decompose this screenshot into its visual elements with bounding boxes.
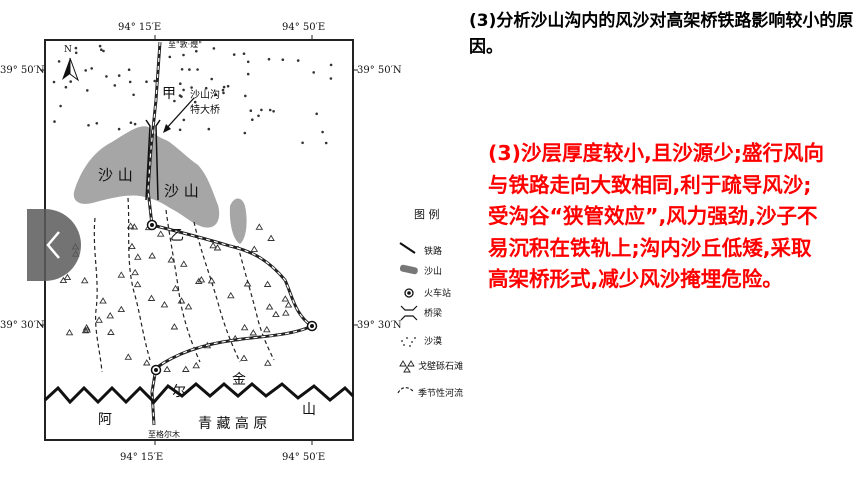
lon-label-bottom-right: 94° 50′E [282,452,325,463]
lon-label-bottom-left: 94° 15′E [120,452,163,463]
legend-desert-icon [401,337,416,347]
north-label: N [64,45,72,55]
mountain-label-er: 尔 [172,384,186,400]
legend-item-bridge: 桥梁 [424,307,442,319]
legend-item-railway: 铁路 [424,245,442,257]
chevron-left-icon [46,231,60,259]
legend-railway-icon [399,242,416,254]
answer-text: (3)沙层厚度较小,且沙源少;盛行风向与铁路走向大致相同,利于疏导风沙;受沟谷“… [488,141,824,291]
legend-title: 图 例 [414,207,440,221]
legend-gobi-icon [399,360,415,373]
mountain-label-a: 阿 [98,412,112,428]
legend-bridge-icon [400,305,418,321]
railway-to-golmud-label: 至格尔木 [148,429,180,439]
railway-to-dunhuang-label: 至"敦·煌" [168,39,202,49]
legend-item-seasonal-river: 季节性河流 [418,387,463,399]
seasonal-rivers [93,197,275,373]
lat-label-bottom-right: 39° 30′N [357,320,402,331]
legend-item-gobi: 戈壁砾石滩 [418,360,463,372]
jia-label: 甲 [162,86,176,102]
legend-station-icon [404,288,414,298]
lat-label-top-right: 39° 50′N [357,65,402,76]
legend-item-sand-mountain: 沙山 [424,266,442,277]
bridge-callout-line1: 沙山沟 [190,88,220,101]
lon-label-top-left: 94° 15′E [118,22,161,33]
map-figure: 94° 15′E 94° 50′E 94° 15′E 94° 50′E 39° … [0,22,463,463]
train-station-icon [146,219,318,376]
plateau-label: 青 藏 高 原 [198,415,267,432]
legend-seasonal-river-icon [397,387,415,394]
question-text: (3)分析沙山沟内的风沙对高架桥铁路影响较小的原因。 [469,11,854,57]
sand-mountain-label-1: 沙 山 [98,166,133,184]
altun-mountain-range [43,382,355,405]
legend: 图 例 铁路 沙山 火车站 桥梁 沙漠 戈壁砾石滩 季节性河流 [397,207,463,399]
legend-sand-mountain-icon [399,264,418,275]
lat-label-top-left: 39° 50′N [0,65,45,76]
mountain-label-jin: 金 [232,372,246,388]
yi-label: 乙 [170,228,184,244]
lat-label-bottom-left: 39° 30′N [0,320,45,331]
desert-dots [52,44,333,145]
legend-item-station: 火车站 [424,287,451,299]
sand-mountain-small [229,198,247,244]
bridge-symbol [145,119,161,201]
lon-label-top-right: 94° 50′E [282,22,325,33]
north-arrow-icon: N [62,45,80,82]
bridge-callout-line2: 特大桥 [190,103,220,116]
sand-mountain-area [73,126,220,228]
mountain-label-shan: 山 [302,402,316,418]
legend-item-desert: 沙漠 [424,336,442,347]
sand-mountain-label-2: 沙 山 [164,182,199,200]
gobi-gravel-symbols [59,222,293,373]
